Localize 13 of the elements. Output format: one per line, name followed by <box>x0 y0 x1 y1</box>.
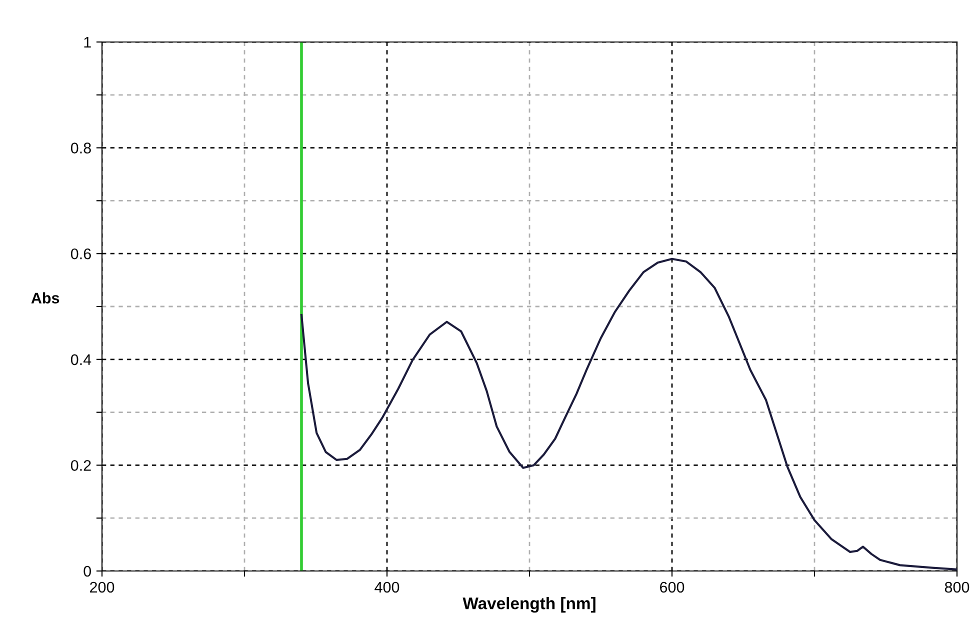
x-tick-label: 600 <box>660 582 684 593</box>
x-tick-label: 200 <box>90 582 114 593</box>
y-tick-label: 0.4 <box>70 354 92 366</box>
y-tick-label: 0.2 <box>70 460 91 471</box>
y-tick-label: 1 <box>84 37 91 48</box>
y-tick-label: 0.8 <box>70 142 91 154</box>
x-tick-label: 400 <box>374 582 400 593</box>
y-axis-title: Abs <box>31 292 60 304</box>
x-tick-label: 800 <box>944 582 970 593</box>
x-axis-title: Wavelength [nm] <box>462 597 596 613</box>
line-series <box>300 258 957 570</box>
y-tick-label: 0 <box>84 566 91 577</box>
y-tick-label: 0.6 <box>70 248 91 260</box>
